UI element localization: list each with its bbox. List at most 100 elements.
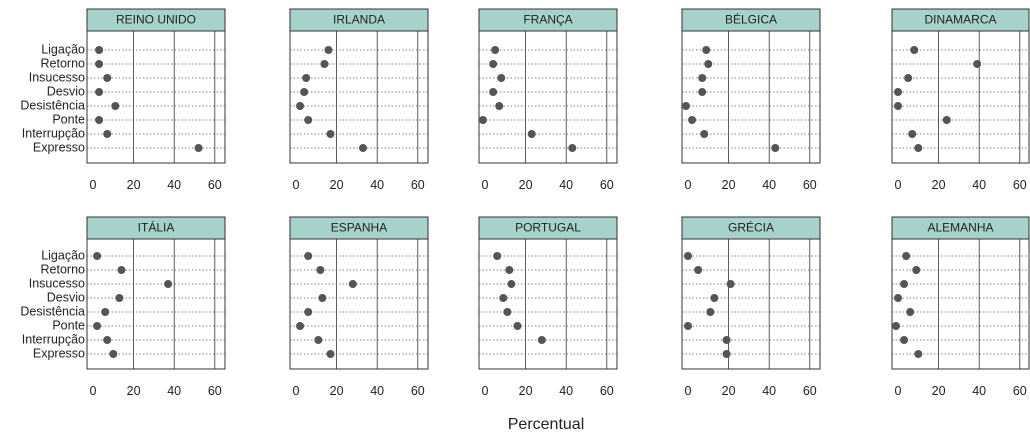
category-label: Retorno [41, 262, 86, 276]
x-tick-label: 20 [330, 384, 344, 398]
data-point [900, 280, 909, 288]
panel-title: IRLANDA [333, 13, 385, 27]
data-point [101, 308, 110, 316]
data-point [973, 60, 982, 68]
data-point [93, 252, 102, 260]
data-point [296, 322, 305, 330]
data-point [115, 294, 124, 302]
data-point [894, 294, 902, 302]
data-point [698, 88, 707, 96]
x-tick-label: 0 [90, 384, 97, 398]
data-point [681, 102, 690, 110]
data-point [499, 294, 508, 302]
category-label: Desistência [20, 304, 85, 318]
x-tick-label: 60 [411, 178, 425, 192]
category-label: Retorno [41, 56, 86, 70]
data-point [894, 102, 902, 110]
panel-title: REINO UNIDO [116, 13, 196, 27]
data-point [164, 280, 173, 288]
category-label: Desistência [20, 98, 85, 112]
data-point [111, 102, 120, 110]
x-tick-label: 60 [208, 384, 222, 398]
data-point [942, 116, 951, 124]
data-point [722, 350, 731, 358]
data-point [491, 46, 500, 54]
data-point [914, 350, 923, 358]
data-point [95, 88, 104, 96]
data-point [684, 252, 692, 260]
data-point [700, 130, 709, 138]
data-point [503, 308, 512, 316]
x-tick-label: 20 [127, 178, 141, 192]
category-label: Desvio [47, 290, 85, 304]
x-tick-label: 40 [167, 384, 181, 398]
data-point [478, 116, 487, 124]
panel-frame [86, 30, 226, 164]
x-tick-label: 0 [90, 178, 97, 192]
data-point [722, 336, 731, 344]
data-point [505, 266, 514, 274]
data-point [320, 60, 329, 68]
x-tick-label: 20 [330, 178, 344, 192]
data-point [904, 74, 913, 82]
panel-header [478, 8, 618, 32]
data-point [103, 130, 112, 138]
x-axis-title: Percentual [508, 416, 585, 433]
category-label: Ligação [41, 248, 85, 262]
x-tick-label: 20 [519, 178, 533, 192]
data-point [537, 336, 546, 344]
data-point [698, 74, 707, 82]
data-point [93, 322, 102, 330]
data-point [493, 252, 502, 260]
x-tick-label: 20 [127, 384, 141, 398]
data-point [95, 46, 104, 54]
x-tick-label: 0 [685, 178, 692, 192]
data-point [117, 266, 126, 274]
data-point [95, 60, 104, 68]
panel-header [86, 8, 226, 32]
data-point [296, 102, 305, 110]
data-point [908, 130, 917, 138]
data-point [684, 322, 692, 330]
x-tick-label: 0 [685, 384, 692, 398]
category-label: Expresso [33, 346, 85, 360]
data-point [914, 144, 923, 152]
data-point [358, 144, 367, 152]
data-point [704, 60, 713, 68]
panel-frame [891, 236, 1030, 370]
panel-title: DINAMARCA [924, 13, 996, 27]
x-tick-label: 40 [762, 178, 776, 192]
data-point [527, 130, 536, 138]
category-label: Ponte [52, 318, 85, 332]
data-point [568, 144, 577, 152]
panel-header [681, 8, 821, 32]
panel-header [891, 8, 1030, 32]
data-point [902, 252, 911, 260]
panel-header [891, 216, 1030, 240]
data-point [726, 280, 735, 288]
x-tick-label: 60 [411, 384, 425, 398]
panel-header [289, 216, 429, 240]
panel-frame [289, 236, 429, 370]
data-point [910, 46, 919, 54]
panel-title: ALEMANHA [927, 221, 993, 235]
panel-title: ESPANHA [331, 221, 387, 235]
data-point [95, 116, 104, 124]
x-tick-label: 40 [972, 178, 986, 192]
data-point [906, 308, 915, 316]
panel-title: BÉLGICA [725, 12, 777, 27]
data-point [489, 88, 498, 96]
x-tick-label: 20 [932, 384, 946, 398]
data-point [900, 336, 909, 344]
data-point [326, 350, 335, 358]
x-tick-label: 40 [370, 178, 384, 192]
data-point [489, 60, 498, 68]
data-point [318, 294, 327, 302]
panel-header [86, 216, 226, 240]
data-point [304, 252, 313, 260]
x-tick-label: 40 [762, 384, 776, 398]
x-tick-label: 0 [293, 384, 300, 398]
data-point [702, 46, 711, 54]
data-point [706, 308, 715, 316]
data-point [894, 88, 902, 96]
